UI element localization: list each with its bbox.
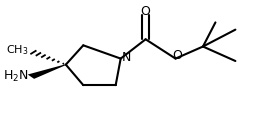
Polygon shape: [28, 64, 66, 79]
Text: N: N: [122, 51, 132, 65]
Text: H$_2$N: H$_2$N: [3, 69, 28, 84]
Text: CH$_3$: CH$_3$: [6, 43, 28, 57]
Text: O: O: [141, 5, 151, 18]
Text: O: O: [172, 49, 182, 62]
